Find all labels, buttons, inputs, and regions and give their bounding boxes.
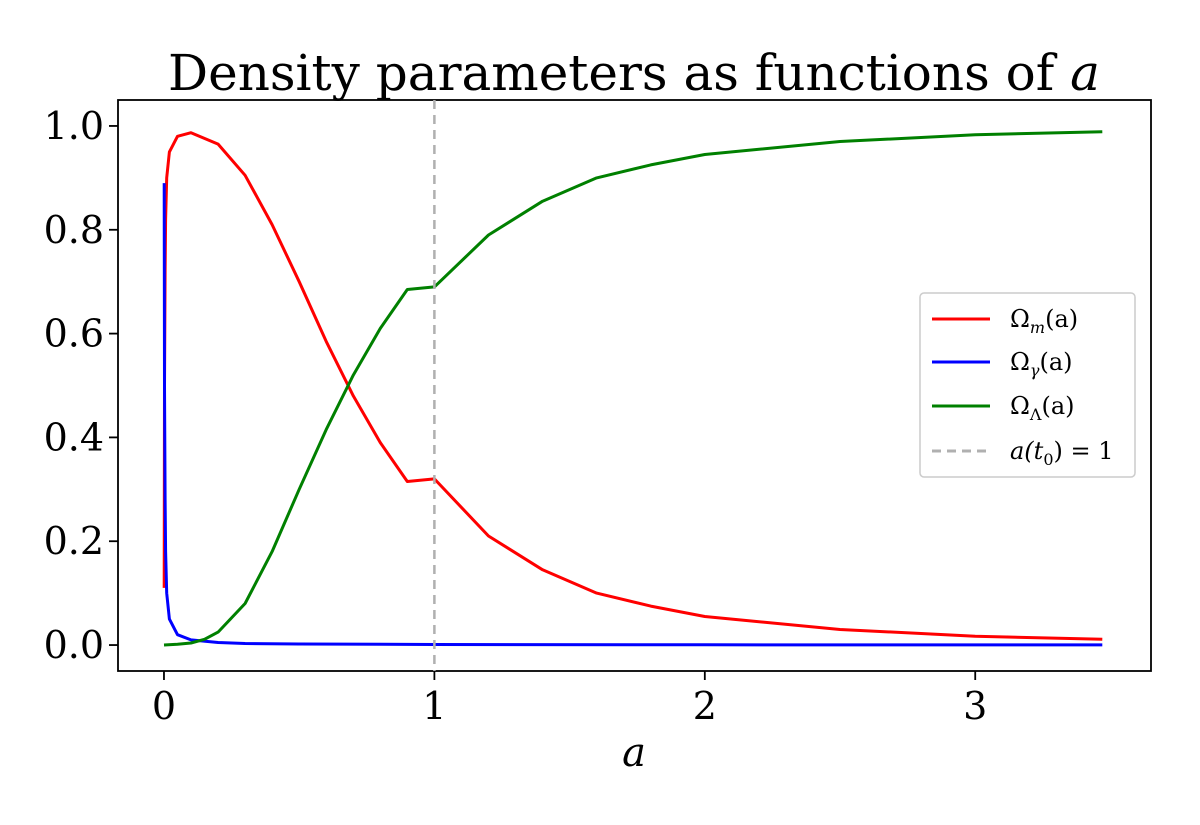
chart-title: Density parameters as functions of a [168,44,1100,102]
plot-area [117,99,1152,672]
y-tick-label: 0.2 [44,519,104,563]
x-tick-label: 0 [152,684,176,728]
x-axis-ticks: 0 1 2 3 [152,671,987,728]
legend: Ωm(a) Ωγ(a) ΩΛ(a) a(t0) = 1 [919,292,1136,478]
x-tick-label: 1 [422,684,446,728]
y-tick-label: 0.0 [44,623,104,667]
legend-label-omega-lambda: ΩΛ(a) [1010,392,1075,424]
x-tick-label: 2 [693,684,717,728]
legend-label-reference: a(t0) = 1 [1010,437,1114,469]
x-axis-label: a [622,730,646,776]
legend-label-omega-gamma: Ωγ(a) [1010,348,1073,380]
y-tick-label: 0.8 [44,208,104,252]
y-tick-label: 0.6 [44,312,104,356]
x-tick-label: 3 [963,684,987,728]
y-axis-ticks: 0.0 0.2 0.4 0.6 0.8 1.0 [44,104,118,667]
plot-frame [117,99,1152,672]
y-tick-label: 1.0 [44,104,104,148]
series-line-omega-gamma [162,183,1103,647]
legend-box [919,292,1136,478]
y-tick-label: 0.4 [44,415,104,459]
series-line-omega-lambda [163,130,1103,647]
series-layer [162,130,1103,647]
series-line-omega-m [162,131,1103,641]
legend-label-omega-m: Ωm(a) [1010,305,1078,337]
